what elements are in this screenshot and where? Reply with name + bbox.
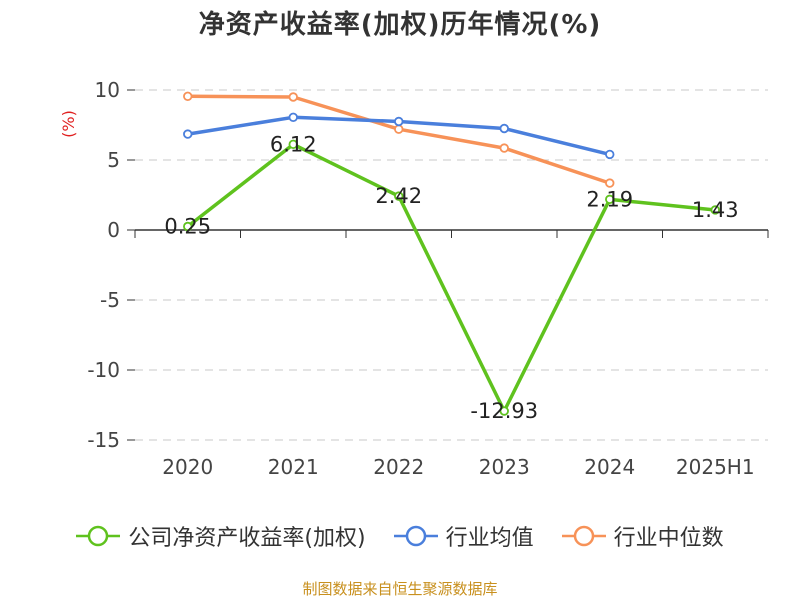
axes: 10 5 0 -5 -10 -15 2020 2021 2022 2023 2024 2025H1 [87, 78, 769, 479]
x-tick-label: 2021 [268, 455, 319, 479]
legend-item: 公司净资产收益率(加权) [76, 520, 366, 552]
x-tick-label: 2023 [479, 455, 530, 479]
legend-item: 行业中位数 [561, 520, 724, 552]
y-tick-label: -10 [87, 358, 120, 382]
data-point [183, 91, 193, 101]
data-point [183, 129, 193, 139]
data-label: 2.19 [586, 187, 633, 211]
data-point [183, 221, 193, 232]
data-label: 0.25 [164, 215, 211, 239]
data-point [499, 143, 509, 153]
data-point [710, 205, 720, 215]
series-lines [183, 91, 720, 416]
y-tick-label: 5 [107, 148, 120, 172]
legend-marker [76, 525, 121, 547]
data-point [288, 92, 298, 102]
data-label: 2.42 [375, 184, 422, 208]
data-point [499, 123, 509, 134]
y-tick-label: -15 [87, 428, 120, 452]
y-tick-label: 0 [107, 218, 120, 242]
data-point [605, 178, 615, 188]
y-tick-label: 10 [95, 78, 120, 102]
x-tick-label: 2025H1 [676, 455, 755, 479]
legend: 公司净资产收益率(加权) 行业均值 行业中位数 [0, 520, 800, 552]
legend-label: 行业中位数 [613, 526, 724, 551]
x-tick-label: 2024 [584, 455, 635, 479]
data-label: 6.12 [270, 132, 317, 156]
chart-title: 净资产收益率(加权)历年情况(%) [198, 10, 602, 40]
legend-marker [393, 525, 438, 547]
data-point [394, 124, 404, 134]
legend-label: 公司净资产收益率(加权) [128, 526, 366, 551]
data-label: 1.43 [692, 198, 739, 222]
data-point [288, 112, 298, 122]
data-point [605, 194, 615, 205]
x-tick-label: 2022 [373, 455, 424, 479]
data-label: -12.93 [470, 399, 538, 423]
data-point [394, 191, 404, 201]
series-line [186, 142, 716, 413]
source-note: 制图数据来自恒生聚源数据库 [302, 580, 498, 598]
data-labels: 0.25 6.12 2.42 -12.93 2.19 1.43 [164, 132, 738, 423]
y-tick-label: -5 [100, 288, 120, 312]
data-point [288, 139, 298, 150]
x-tick-label: 2020 [162, 455, 213, 479]
legend-label: 行业均值 [445, 526, 534, 551]
gridlines [135, 89, 768, 441]
y-axis-label: (%) [59, 110, 78, 138]
legend-marker [561, 525, 606, 547]
legend-item: 行业均值 [393, 520, 534, 552]
data-point [605, 149, 615, 160]
data-point [394, 116, 404, 127]
data-point [499, 406, 509, 416]
